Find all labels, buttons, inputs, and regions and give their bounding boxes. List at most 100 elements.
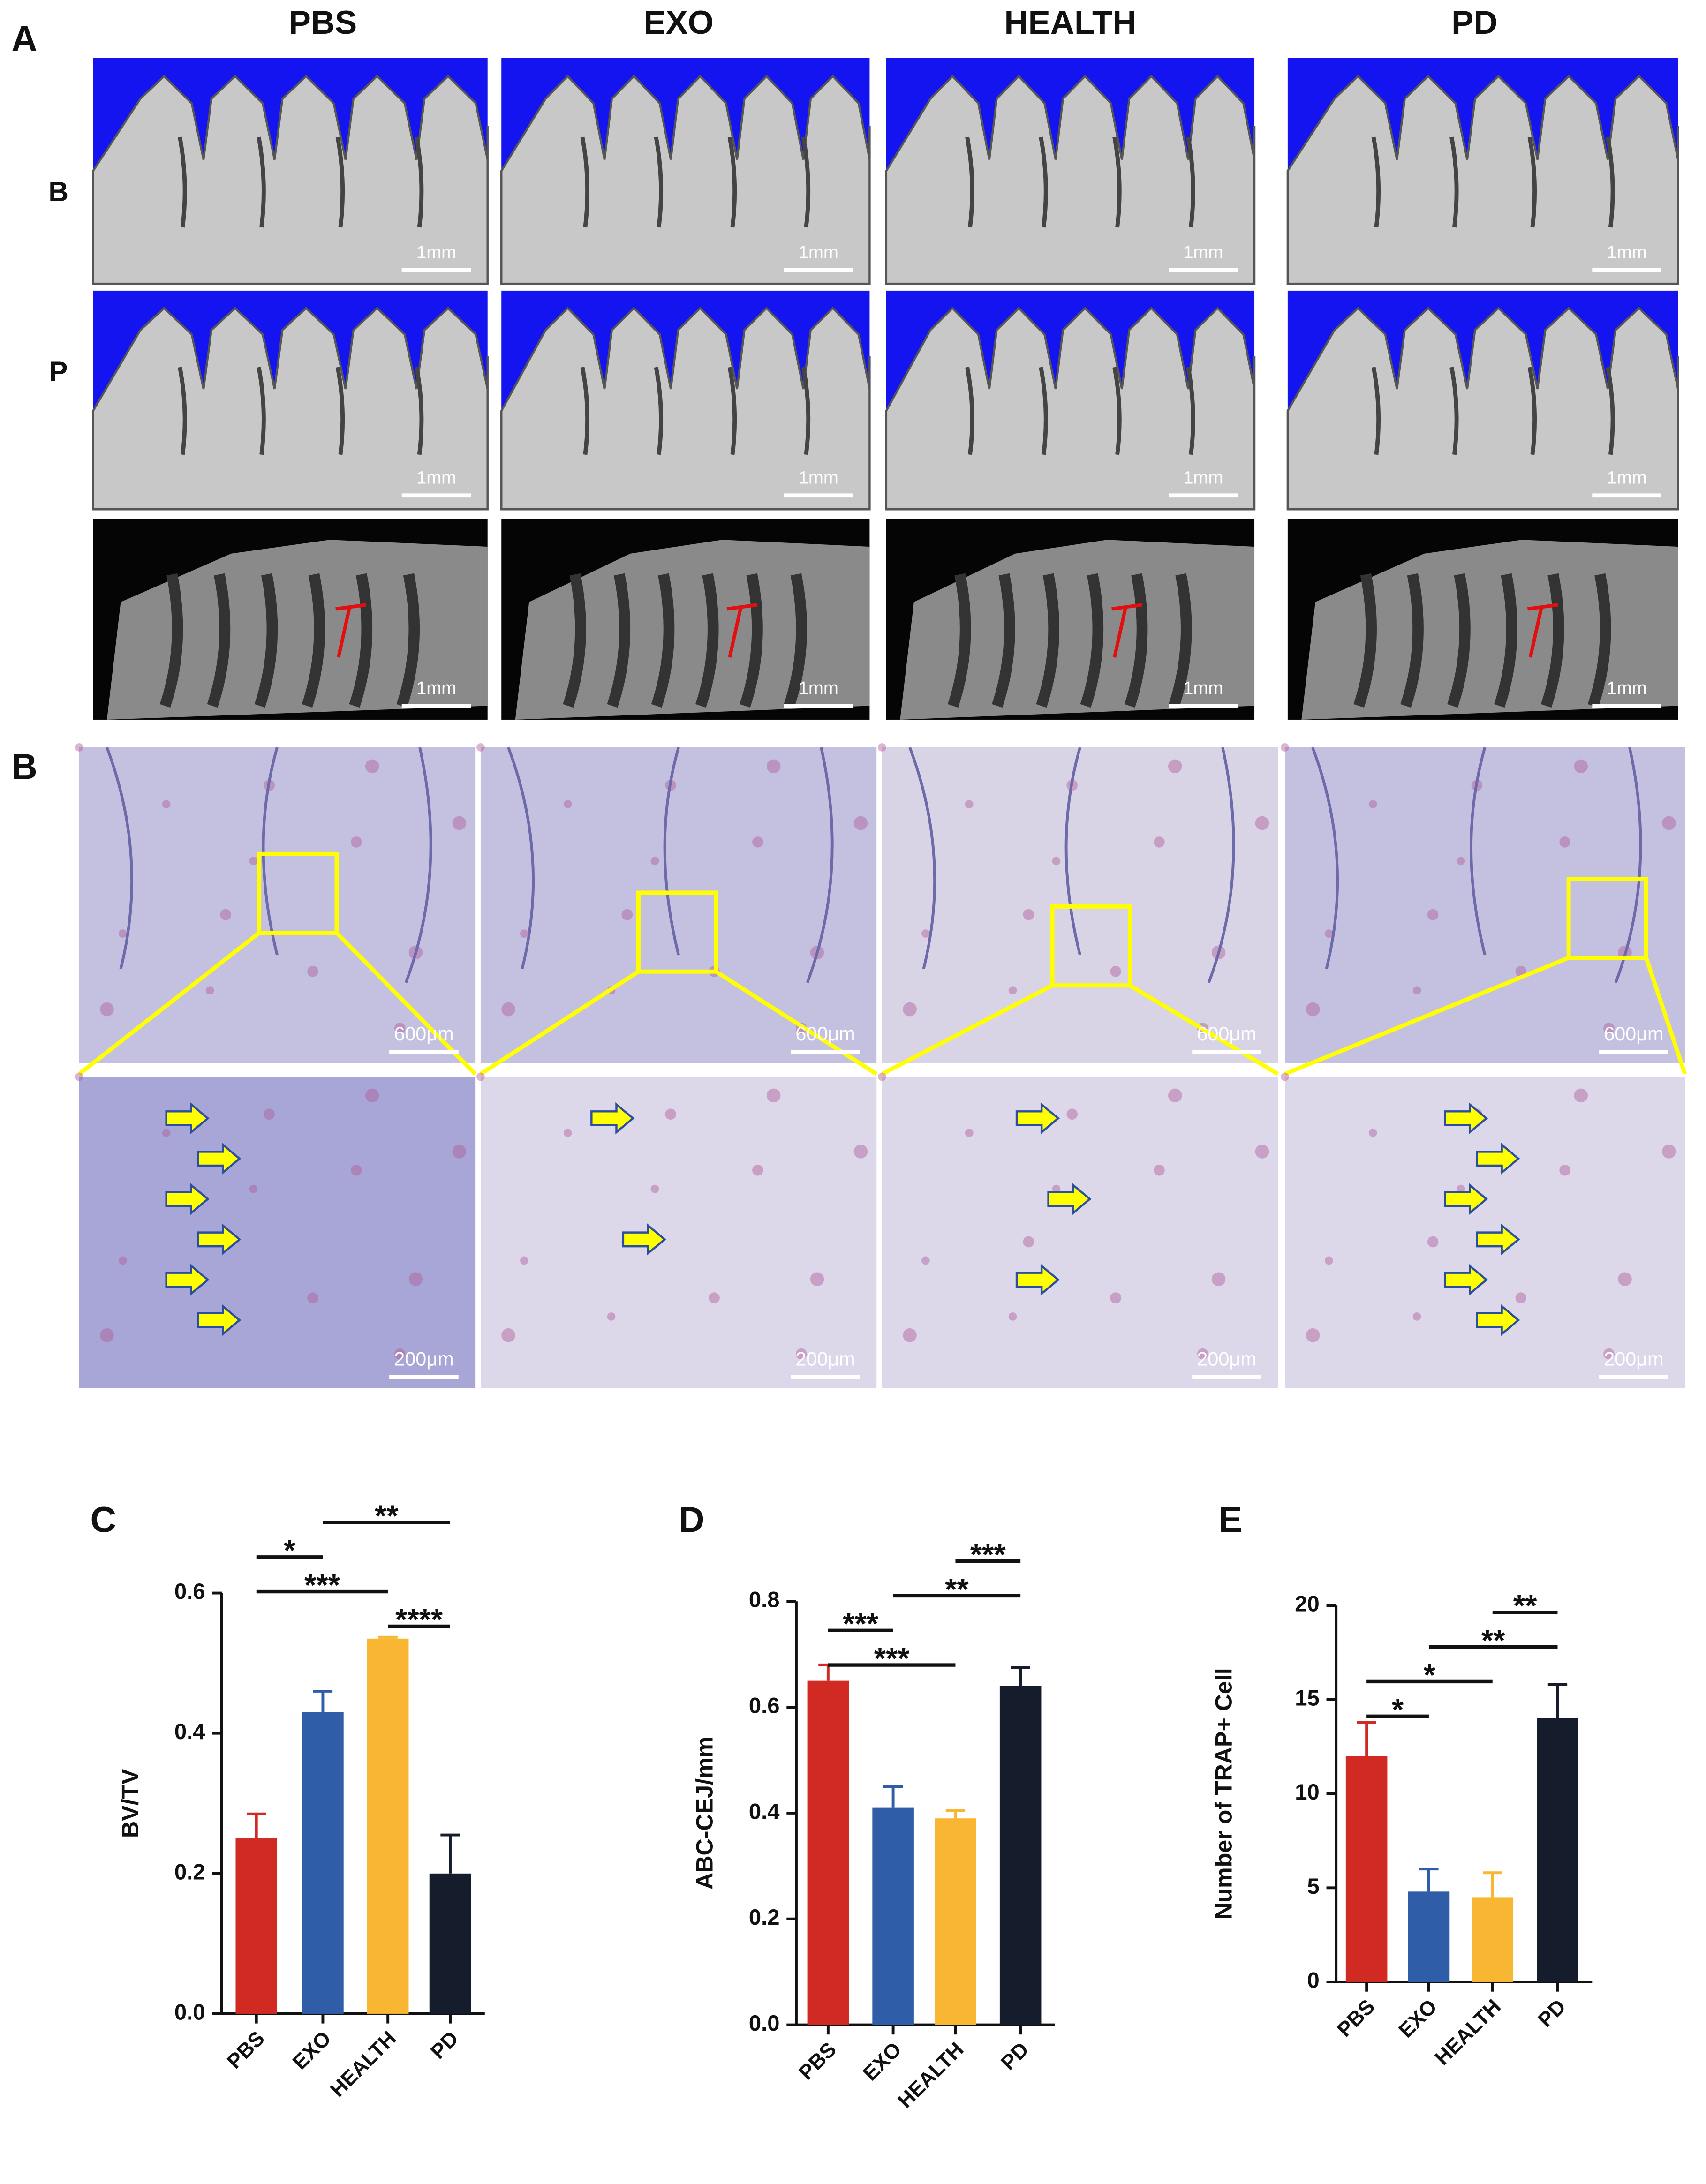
- histology-image: [1284, 747, 1685, 1063]
- stain-spot: [1574, 759, 1588, 774]
- row-label: P: [49, 356, 68, 387]
- root-shadow: [1527, 367, 1537, 455]
- significance-label: ***: [843, 1607, 879, 1641]
- zoom-line: [881, 983, 1054, 1076]
- scale-bar-label: 600μm: [795, 1023, 855, 1045]
- bar: [1537, 1718, 1578, 1982]
- root-shadow: [1449, 367, 1459, 455]
- stain-spot: [965, 1129, 974, 1137]
- arrow: [622, 1223, 666, 1256]
- stain-spot: [1603, 1023, 1615, 1034]
- scale-bar-label: 1mm: [416, 242, 456, 262]
- stain-spot: [650, 1184, 659, 1193]
- stain-spot: [394, 1023, 406, 1034]
- y-tick-label: 0: [1307, 1968, 1320, 1993]
- ct-bone: [106, 540, 488, 720]
- root-shadow: [727, 367, 737, 455]
- y-tick-label: 0.6: [749, 1694, 780, 1718]
- stain-spot: [75, 1072, 83, 1081]
- stain-spot: [307, 966, 318, 977]
- stain-spot: [520, 1256, 528, 1265]
- significance-label: *: [284, 1533, 296, 1567]
- stain-spot: [563, 1129, 572, 1137]
- scale-bar-label: 1mm: [1183, 678, 1223, 698]
- scale-bar-label: 1mm: [416, 678, 456, 698]
- ct-root: [947, 573, 971, 708]
- stain-spot: [1110, 1292, 1121, 1303]
- scale-bar-label: 600μm: [1604, 1023, 1663, 1045]
- ct-bone: [900, 540, 1255, 720]
- stain-spot: [264, 1108, 275, 1120]
- stain-spot: [1255, 816, 1269, 830]
- stain-spot: [520, 929, 528, 938]
- scale-bar-label: 600μm: [394, 1023, 453, 1045]
- arrow: [1443, 1183, 1488, 1215]
- stain-spot: [1281, 1072, 1289, 1081]
- stain-spot: [1412, 986, 1421, 995]
- stain-spot: [1211, 1272, 1226, 1286]
- stain-spot: [476, 1072, 485, 1081]
- histology-image: [480, 1077, 877, 1388]
- root-shadow: [257, 367, 266, 455]
- stain-spot: [408, 1272, 423, 1286]
- stain-spot: [452, 1145, 467, 1159]
- root-shadow: [801, 136, 811, 228]
- stain-spot: [205, 986, 214, 995]
- y-tick-label: 5: [1307, 1874, 1320, 1899]
- panel-label: A: [11, 19, 37, 59]
- scale-bar-label: 600μm: [1197, 1023, 1256, 1045]
- tissue-outline: [1311, 746, 1642, 983]
- root-shadow: [654, 136, 664, 228]
- stain-spot: [75, 743, 83, 752]
- y-tick-label: 0.4: [749, 1799, 780, 1824]
- arrow: [165, 1102, 210, 1135]
- stain-spot: [766, 759, 781, 774]
- scale-bar-label: 200μm: [394, 1348, 453, 1370]
- y-axis-label: Number of TRAP+ Cell: [1210, 1668, 1237, 1920]
- scale-bar-label: 1mm: [416, 467, 456, 488]
- stain-spot: [1662, 1145, 1676, 1159]
- scale-bar-label: 1mm: [1183, 242, 1223, 262]
- scale-bar-label: 1mm: [1183, 467, 1223, 488]
- root-shadow: [1449, 136, 1459, 228]
- column-header: HEALTH: [1004, 4, 1136, 41]
- ct-root: [396, 573, 420, 708]
- bar: [935, 1818, 976, 2025]
- root-shadow: [257, 136, 266, 228]
- root-shadow: [1371, 367, 1381, 455]
- ct-root: [784, 573, 807, 708]
- zoom-line: [1129, 983, 1279, 1076]
- root-shadow: [1186, 367, 1195, 455]
- panel-label: D: [679, 1500, 704, 1540]
- root-shadow: [335, 136, 345, 228]
- y-tick-label: 10: [1295, 1780, 1320, 1805]
- ct-root: [1353, 573, 1377, 708]
- arrow: [590, 1102, 635, 1135]
- arrow: [196, 1304, 242, 1336]
- root-shadow: [965, 136, 974, 228]
- zoom-line: [1644, 957, 1687, 1075]
- root-shadow: [1039, 367, 1048, 455]
- column-header: PD: [1451, 4, 1497, 41]
- root-shadow: [1371, 136, 1381, 228]
- stain-spot: [1662, 816, 1676, 830]
- tissue-outline: [507, 746, 834, 983]
- root-shadow: [335, 367, 345, 455]
- bone-render: [885, 75, 1256, 285]
- histology-image: [79, 1077, 476, 1388]
- bar: [872, 1807, 914, 2025]
- arrow: [1015, 1102, 1060, 1135]
- panel-label: C: [91, 1500, 116, 1540]
- root-shadow: [1527, 136, 1537, 228]
- stain-spot: [162, 800, 171, 808]
- significance-label: ***: [304, 1568, 340, 1602]
- root-shadow: [178, 367, 187, 455]
- bar: [807, 1680, 849, 2025]
- arrow: [1476, 1142, 1520, 1175]
- y-tick-label: 0.2: [174, 1860, 205, 1884]
- ct-root: [563, 573, 586, 708]
- stain-spot: [752, 1164, 763, 1176]
- arrow: [1476, 1223, 1520, 1256]
- significance-label: **: [1513, 1589, 1537, 1623]
